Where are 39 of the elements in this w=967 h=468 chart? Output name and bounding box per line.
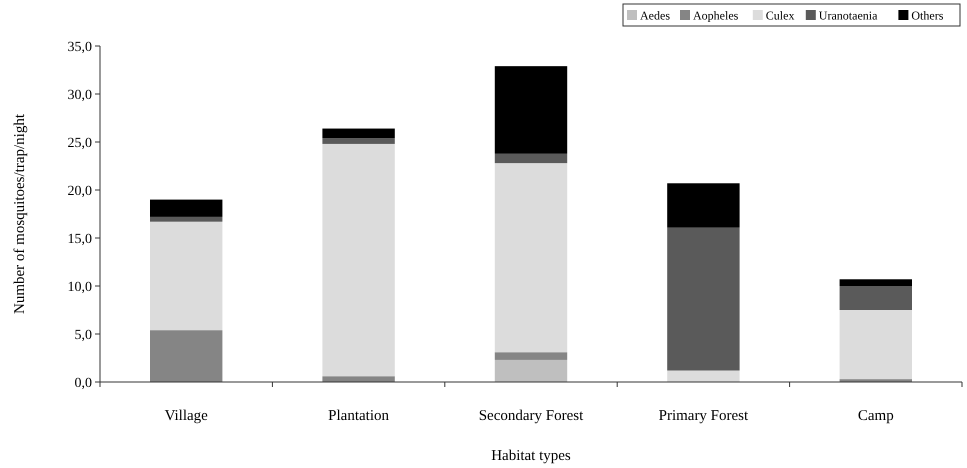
x-tick-label: Secondary Forest	[478, 408, 584, 424]
bar	[667, 227, 740, 370]
bar	[494, 163, 568, 352]
x-tick-label: Village	[164, 408, 208, 424]
y-axis-title: Number of mosquitoes/trap/night	[12, 113, 28, 314]
y-tick-label: 0,0	[74, 376, 92, 391]
bar	[322, 138, 395, 144]
bar	[150, 330, 222, 382]
y-tick-label: 25,0	[68, 136, 92, 151]
x-axis-title: Habitat types	[491, 448, 571, 464]
y-tick-label: 35,0	[68, 40, 92, 55]
y-tick-label: 5,0	[74, 328, 92, 343]
x-tick-label: Primary Forest	[658, 408, 750, 424]
bar	[494, 154, 568, 164]
bar	[840, 279, 912, 286]
y-tick-label: 20,0	[68, 184, 92, 199]
bar	[150, 222, 222, 330]
y-tick-label: 10,0	[68, 280, 92, 295]
legend-label: Aopheles	[693, 8, 739, 22]
legend-label: Others	[911, 8, 944, 22]
bar	[322, 128, 395, 138]
x-tick-label: Camp	[858, 408, 894, 424]
bar	[494, 352, 568, 360]
bar	[494, 360, 568, 382]
bar	[494, 66, 568, 154]
x-tick-label: Plantation	[328, 408, 390, 424]
bar	[322, 144, 395, 376]
bar	[322, 376, 395, 382]
y-tick-label: 15,0	[68, 232, 92, 247]
bar	[150, 216, 222, 222]
bar	[840, 286, 912, 310]
bar	[150, 200, 222, 217]
y-tick-label: 30,0	[68, 88, 92, 103]
legend-label: Uranotaenia	[818, 8, 878, 22]
bar	[667, 370, 740, 382]
bar	[667, 183, 740, 228]
bar	[840, 310, 912, 380]
legend-label: Aedes	[640, 8, 670, 22]
legend-label: Culex	[766, 8, 794, 22]
